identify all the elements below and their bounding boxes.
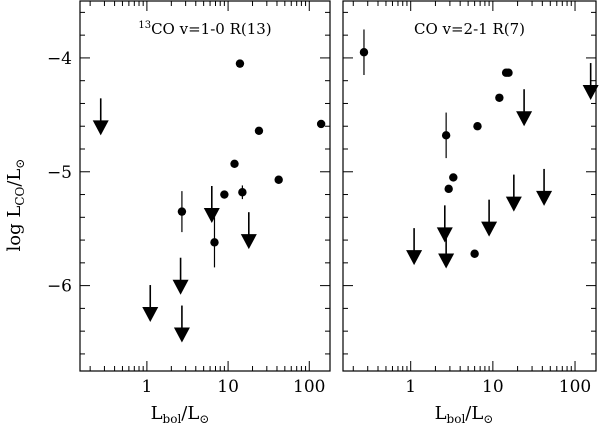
data-point [449,173,458,182]
x-label-main: L [151,403,163,424]
y-label-suffix: /L [4,169,25,187]
data-point [274,175,283,184]
data-point [470,249,479,258]
upper-limit-arrow [172,257,189,295]
upper-limit-head [142,307,159,323]
upper-limit-head [173,327,190,343]
panel-frame [79,0,331,372]
panel-title-sup: 13 [138,20,151,31]
x-axis-label-left: Lbol/L⊙ [151,403,210,426]
x-label-sun: ⊙ [199,412,209,426]
upper-limit-head [481,221,498,237]
upper-limit-arrow [438,231,455,269]
panel-title-main: CO v=1-0 R(13) [151,20,272,38]
upper-limit-head [436,227,453,243]
data-point [220,190,229,199]
y-tick-label: −6 [47,277,72,297]
y-tick-label: −5 [47,163,72,183]
svg-text:Lbol/L⊙: Lbol/L⊙ [151,403,210,426]
upper-limit-arrow [582,63,599,101]
x-label-sub: bol [163,412,182,426]
data-point [230,159,239,168]
data-point [441,131,451,140]
data-point [177,207,187,216]
panel-frame [342,0,597,372]
upper-limit-arrow [481,199,498,237]
x-tick-label: 1 [405,377,416,397]
upper-limit-arrow [516,89,533,127]
data-point [359,48,369,57]
upper-limit-head [406,250,423,266]
data-point [254,126,264,135]
upper-limit-arrow [505,174,522,212]
data-point [316,119,326,129]
y-label-sub: CO [13,186,27,205]
y-tick-label: −4 [47,49,72,69]
x-label-sub: bol [447,412,466,426]
x-axis-label-right: Lbol/L⊙ [435,403,494,426]
data-point [473,122,482,131]
upper-limit-arrow [142,285,159,323]
panel-2: 1 10 100 CO v=2-1 R(7) [342,0,599,397]
data-point [238,188,247,197]
upper-limit-head [582,85,599,101]
x-label-suffix: /L [181,403,199,424]
svg-text:log LCO/L⊙: log LCO/L⊙ [4,159,27,252]
upper-limit-arrow [406,228,423,266]
panel-title: CO v=2-1 R(7) [414,20,525,38]
x-tick-label: 10 [217,377,239,397]
upper-limit-head [240,234,257,250]
data-point [210,238,219,247]
panel-title: 13CO v=1-0 R(13) [138,20,271,38]
upper-limit-arrow [92,98,109,136]
upper-limit-head [516,111,533,127]
upper-limit-arrow [240,212,257,250]
x-label-sun: ⊙ [483,412,493,426]
upper-limit-head [505,196,522,212]
x-tick-label: 100 [559,377,591,397]
upper-limit-head [438,253,455,269]
x-label-main: L [435,403,447,424]
x-tick-label: 1 [141,377,152,397]
upper-limit-head [92,120,109,136]
upper-limit-head [536,190,553,206]
upper-limit-arrow [203,186,220,223]
svg-text:Lbol/L⊙: Lbol/L⊙ [435,403,494,426]
upper-limit-head [172,279,189,295]
x-tick-label: 100 [293,377,325,397]
x-label-suffix: /L [465,403,483,424]
data-point [504,68,513,77]
data-point [495,93,504,102]
y-label-sun: ⊙ [13,159,27,169]
upper-limit-head [203,208,220,223]
upper-limit-arrow [436,205,453,243]
x-tick-label: 10 [482,377,504,397]
y-label-prefix: log L [4,206,25,252]
panel-1: 1 10 100 −6 −5 −4 13CO v=1-0 R(13) [47,0,331,397]
data-point [444,184,453,194]
y-axis-label: log LCO/L⊙ [4,159,27,252]
upper-limit-arrow [173,305,190,343]
upper-limit-arrow [536,168,553,206]
data-point [235,59,245,68]
